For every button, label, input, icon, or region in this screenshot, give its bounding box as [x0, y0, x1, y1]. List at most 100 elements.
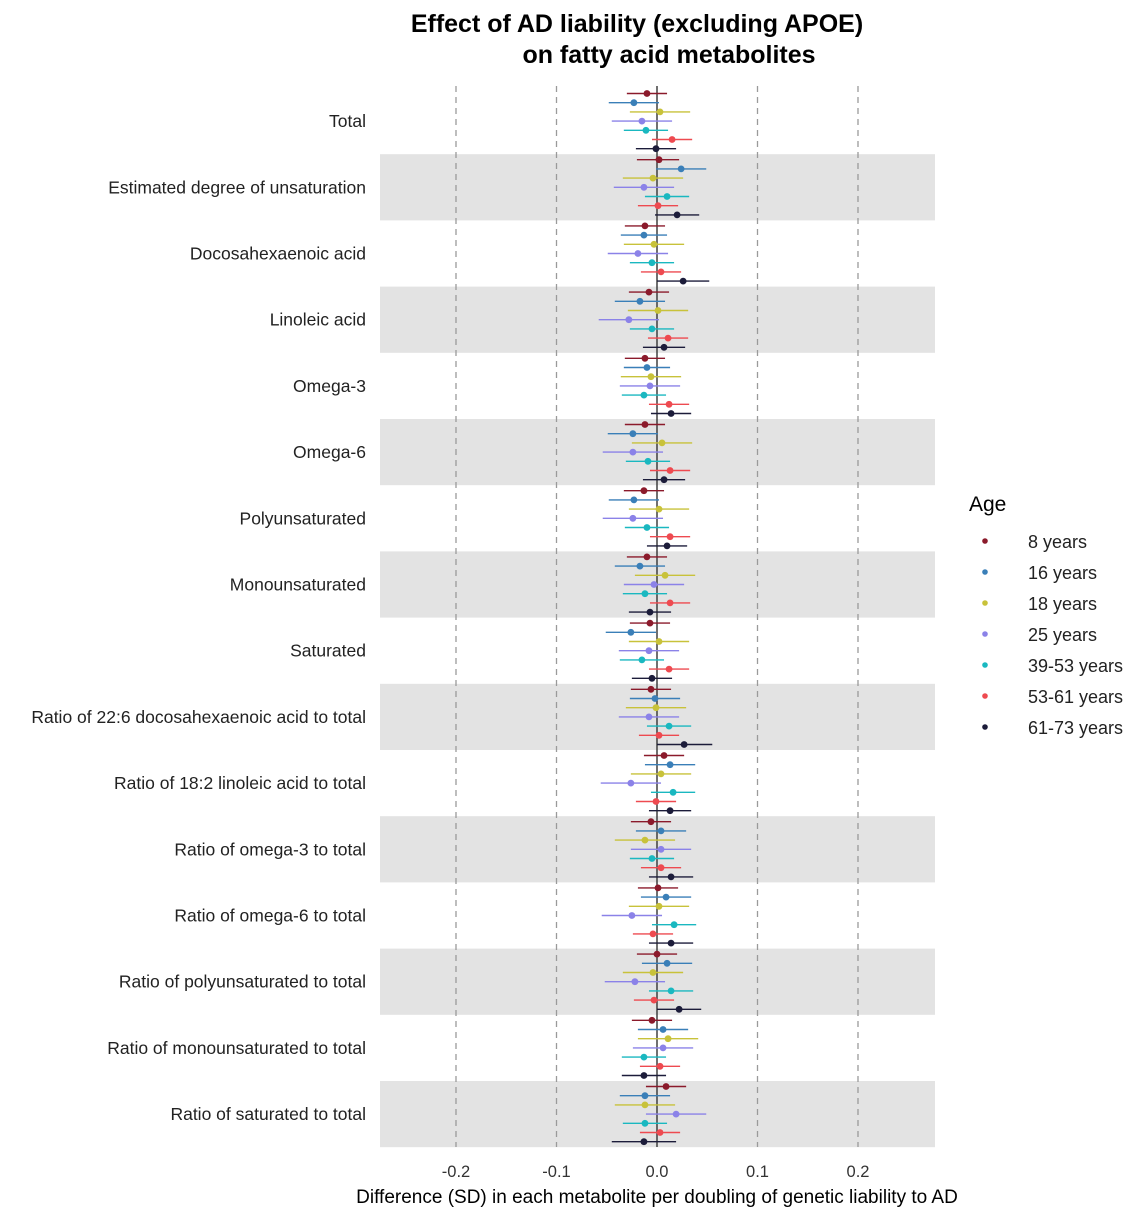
point-estimate: [667, 939, 675, 947]
point-estimate: [669, 788, 677, 796]
point-estimate: [665, 722, 673, 730]
x-tick-label: -0.2: [442, 1163, 470, 1181]
point-estimate: [641, 354, 649, 362]
point-estimate: [638, 117, 646, 125]
category-label: Ratio of saturated to total: [170, 1104, 366, 1124]
category-label: Omega-3: [293, 376, 366, 396]
x-tick-label: 0.1: [746, 1163, 769, 1181]
chart-title-line-1: Effect of AD liability (excluding APOE): [411, 10, 863, 38]
point-estimate: [630, 99, 638, 107]
point-estimate: [654, 884, 662, 892]
legend-key: [982, 569, 988, 575]
category-label: Ratio of monounsaturated to total: [107, 1038, 366, 1058]
point-estimate: [650, 996, 658, 1004]
point-estimate: [645, 713, 653, 721]
point-estimate: [640, 1053, 648, 1061]
point-estimate: [656, 1129, 664, 1136]
point-estimate: [648, 855, 656, 862]
point-estimate: [627, 779, 635, 787]
category-labels: Total Estimated degree of unsaturation Doc…: [31, 111, 366, 1124]
point-estimate: [644, 457, 652, 465]
legend-label: 53-61 years: [1028, 687, 1123, 707]
point-estimate: [655, 902, 663, 910]
point-estimate: [677, 165, 685, 173]
point-estimate: [665, 665, 673, 673]
point-estimate: [641, 421, 649, 428]
point-estimate: [655, 638, 663, 645]
point-estimate: [641, 590, 649, 598]
point-estimate: [646, 619, 654, 627]
legend-key: [982, 538, 988, 544]
point-estimate: [667, 987, 675, 995]
point-estimate: [649, 174, 657, 182]
point-estimate: [650, 581, 658, 588]
point-estimate: [658, 439, 666, 447]
point-estimate: [643, 524, 651, 531]
x-tick-label: 0.0: [646, 1163, 669, 1181]
point-estimate: [666, 467, 674, 474]
point-estimate: [657, 268, 665, 276]
legend-label: 8 years: [1028, 532, 1087, 552]
category-label: Monounsaturated: [230, 575, 366, 595]
point-estimate: [648, 674, 656, 682]
point-estimate: [648, 325, 656, 333]
point-estimate: [655, 505, 663, 513]
point-estimate: [643, 364, 651, 371]
category-label: Docosahexaenoic acid: [190, 244, 366, 264]
point-estimate: [629, 514, 637, 522]
point-estimate: [655, 156, 663, 164]
point-estimate: [668, 136, 676, 143]
point-estimate: [647, 818, 655, 826]
point-estimate: [640, 487, 648, 495]
category-label: Omega-6: [293, 442, 366, 462]
point-estimate: [629, 430, 637, 438]
point-estimate: [652, 145, 660, 153]
point-estimate: [651, 695, 659, 702]
point-estimate: [650, 240, 658, 248]
point-estimate: [663, 959, 671, 967]
point-estimate: [640, 1138, 648, 1146]
legend-key: [982, 693, 988, 699]
point-estimate: [647, 373, 655, 381]
point-estimate: [648, 1016, 656, 1024]
legend-key: [982, 662, 988, 668]
point-estimate: [646, 608, 654, 616]
point-estimate: [640, 391, 648, 399]
point-estimate: [642, 126, 650, 134]
point-estimate: [665, 400, 673, 408]
point-estimate: [657, 864, 665, 872]
point-estimate: [679, 277, 687, 285]
point-estimate: [673, 211, 681, 219]
point-estimate: [666, 599, 674, 607]
legend-key: [982, 600, 988, 606]
point-estimate: [648, 259, 656, 267]
category-label: Ratio of 22:6 docosahexaenoic acid to to…: [31, 707, 366, 727]
point-estimate: [667, 410, 675, 417]
point-estimate: [641, 222, 649, 230]
point-estimate: [629, 448, 637, 456]
point-estimate: [630, 496, 638, 504]
point-estimate: [636, 297, 644, 305]
point-estimate: [666, 533, 674, 541]
chart-title-line-2: on fatty acid metabolites: [522, 41, 815, 69]
category-label: Ratio of omega-6 to total: [174, 906, 366, 926]
point-estimate: [660, 476, 668, 484]
point-estimate: [672, 1110, 680, 1118]
legend: Age 8 years 16 years 18 years 25 years 39-53…: [969, 493, 1123, 738]
point-estimate: [649, 930, 657, 938]
legend-label: 18 years: [1028, 594, 1097, 614]
x-tick-label: -0.1: [542, 1163, 570, 1181]
point-estimate: [645, 647, 653, 655]
point-estimate: [657, 845, 665, 853]
legend-label: 25 years: [1028, 625, 1097, 645]
legend-key: [982, 631, 988, 637]
point-estimate: [654, 202, 662, 210]
point-estimate: [659, 1044, 667, 1052]
x-axis-title: Difference (SD) in each metabolite per d…: [356, 1187, 958, 1208]
point-estimate: [643, 90, 651, 97]
point-estimate: [652, 704, 660, 712]
point-estimate: [641, 1119, 649, 1127]
category-label: Linoleic acid: [270, 310, 366, 330]
point-estimate: [625, 316, 633, 324]
